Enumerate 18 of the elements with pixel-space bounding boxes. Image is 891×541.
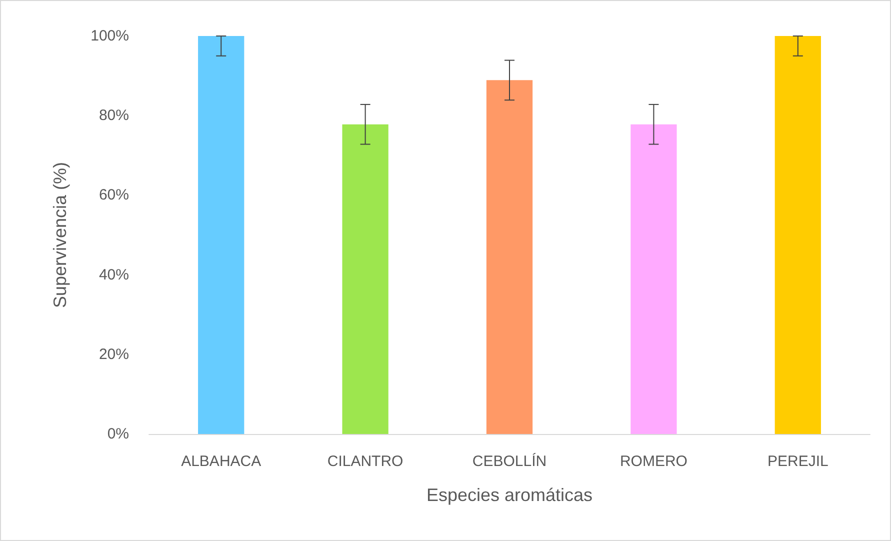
bar <box>486 80 533 434</box>
y-tick-label: 80% <box>98 107 129 124</box>
y-tick-label: 100% <box>90 28 129 44</box>
y-tick-label: 40% <box>98 266 129 284</box>
x-tick-label: PEREJIL <box>767 453 828 470</box>
x-tick-label: CEBOLLÍN <box>472 452 547 470</box>
y-tick-label: 0% <box>107 426 129 442</box>
x-axis-title: Especies aromáticas <box>426 485 593 505</box>
bar <box>342 124 388 434</box>
bar <box>630 124 677 434</box>
y-axis-title: Supervivencia (%) <box>50 162 70 308</box>
bar <box>774 36 821 434</box>
bar <box>198 36 244 434</box>
y-tick-label: 20% <box>98 346 129 363</box>
x-tick-label: ALBAHACA <box>181 453 262 470</box>
x-tick-label: ROMERO <box>620 453 688 470</box>
y-tick-label: 60% <box>98 186 129 204</box>
x-tick-label: CILANTRO <box>327 453 404 470</box>
